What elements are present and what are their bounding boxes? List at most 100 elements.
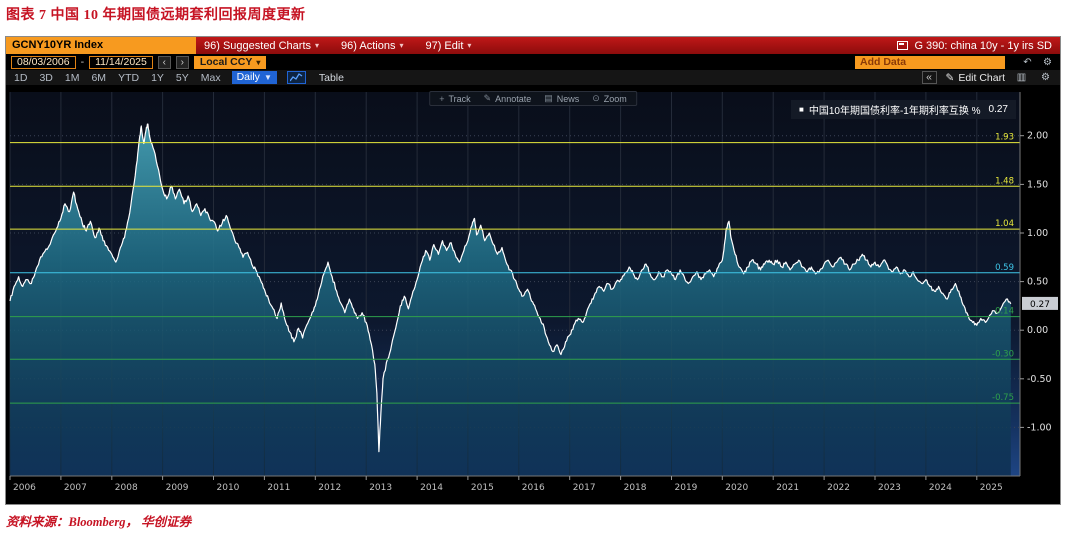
svg-text:0.27: 0.27: [1030, 300, 1050, 310]
pencil-icon: ✎: [483, 93, 492, 103]
svg-text:2011: 2011: [267, 483, 290, 493]
zoom-label: Zoom: [603, 93, 627, 104]
svg-text:2013: 2013: [369, 483, 392, 493]
source-note: 资料来源：Bloomberg， 华创证券: [6, 515, 192, 529]
frequency-label: Daily: [236, 71, 260, 83]
svg-text:2017: 2017: [573, 483, 596, 493]
range-tab-1m[interactable]: 1M: [64, 71, 80, 84]
menu-label: 96) Actions: [341, 39, 396, 52]
svg-text:1.48: 1.48: [995, 176, 1014, 186]
svg-text:1.04: 1.04: [995, 219, 1014, 229]
edit-chart-button[interactable]: ✎ Edit Chart: [946, 72, 1006, 84]
range-row: 1D 3D 1M 6M YTD 1Y 5Y Max Daily ▼ Table …: [6, 70, 1060, 86]
frequency-dropdown[interactable]: Daily ▼: [231, 71, 277, 84]
zoom-button[interactable]: ⊙ Zoom: [592, 93, 627, 104]
track-button[interactable]: + Track: [439, 94, 470, 104]
line-chart-icon[interactable]: [286, 71, 306, 84]
crosshair-icon: +: [439, 93, 445, 104]
range-tab-5y[interactable]: 5Y: [175, 71, 189, 84]
svg-text:2020: 2020: [725, 483, 748, 493]
chevron-down-icon: ▾: [256, 57, 261, 67]
range-tab-3d[interactable]: 3D: [39, 71, 53, 84]
currency-label: Local CCY: [199, 55, 253, 68]
svg-text:1.50: 1.50: [1027, 179, 1048, 190]
svg-text:0.14: 0.14: [995, 307, 1014, 317]
range-tab-6m[interactable]: 6M: [91, 71, 107, 84]
svg-text:-0.75: -0.75: [992, 393, 1014, 403]
svg-text:2021: 2021: [776, 483, 799, 493]
currency-dropdown[interactable]: Local CCY ▾: [193, 55, 267, 69]
svg-text:2016: 2016: [522, 483, 545, 493]
magnifier-icon: ⊙: [592, 93, 600, 103]
svg-text:-0.50: -0.50: [1027, 374, 1052, 385]
svg-text:-1.00: -1.00: [1027, 422, 1052, 433]
svg-text:2025: 2025: [980, 483, 1003, 493]
track-label: Track: [448, 93, 471, 104]
svg-text:1.93: 1.93: [995, 133, 1014, 143]
date-from-field[interactable]: 08/03/2006: [11, 55, 76, 69]
bar-chart-icon[interactable]: ▥: [1016, 72, 1027, 83]
svg-text:-0.30: -0.30: [992, 349, 1014, 359]
range-tab-1d[interactable]: 1D: [14, 71, 28, 84]
svg-text:2009: 2009: [166, 483, 189, 493]
settings-gear-icon[interactable]: ⚙: [1041, 72, 1050, 83]
ticker-box[interactable]: GCNY10YR Index: [6, 37, 196, 54]
chart-legend[interactable]: ■ 中国10年期国债利率-1年期利率互换 % 0.27: [791, 100, 1016, 119]
next-period-button[interactable]: ›: [175, 55, 189, 69]
news-button[interactable]: ▤ News: [544, 93, 579, 104]
svg-text:0.50: 0.50: [1027, 277, 1048, 288]
svg-text:2007: 2007: [64, 483, 87, 493]
range-tab-ytd[interactable]: YTD: [118, 71, 140, 84]
add-data-field[interactable]: Add Data: [855, 55, 1005, 69]
table-button[interactable]: Table: [318, 71, 344, 84]
menu-edit[interactable]: 97) Edit ▾: [425, 40, 471, 52]
chevron-down-icon: ▾: [399, 41, 404, 50]
series-last-value: 0.27: [988, 104, 1008, 115]
menu-bar: 96) Suggested Charts ▾ 96) Actions ▾ 97)…: [196, 37, 1060, 54]
chart-actions-group: « ✎ Edit Chart ▥ ⚙: [921, 71, 1054, 84]
menu-suggested-charts[interactable]: 96) Suggested Charts ▾: [204, 40, 319, 52]
menu-label: 96) Suggested Charts: [204, 39, 312, 52]
chart-toolbar: + Track ✎ Annotate ▤ News ⊙ Zoom: [429, 91, 637, 106]
svg-text:2015: 2015: [471, 483, 494, 493]
toolbar-row: 08/03/2006 - 11/14/2025 ‹ › Local CCY ▾ …: [6, 54, 1060, 70]
chart-area: 1.93 1.48 1.04 0.59 0.14 -0.30 -0.75 2.00 1.50 1.…: [6, 86, 1060, 504]
svg-text:1.00: 1.00: [1027, 228, 1048, 239]
svg-text:0.59: 0.59: [995, 263, 1014, 273]
annotate-label: Annotate: [495, 93, 532, 104]
figure-title: 图表 7 中国 10 年期国债远期套利回报周度更新: [6, 8, 306, 23]
svg-text:2024: 2024: [929, 483, 952, 493]
price-chart[interactable]: 1.93 1.48 1.04 0.59 0.14 -0.30 -0.75 2.00 1.50 1.…: [6, 86, 1060, 504]
range-tab-max[interactable]: Max: [200, 71, 221, 84]
window-title: G 390: china 10y - 1y irs SD: [897, 40, 1052, 52]
svg-text:2.00: 2.00: [1027, 131, 1048, 142]
annotate-button[interactable]: ✎ Annotate: [484, 93, 532, 104]
edit-chart-label: Edit Chart: [958, 71, 1005, 84]
svg-text:2023: 2023: [878, 483, 901, 493]
svg-text:2006: 2006: [13, 483, 36, 493]
svg-text:0.00: 0.00: [1027, 325, 1048, 336]
svg-text:2008: 2008: [115, 483, 138, 493]
header-row: GCNY10YR Index 96) Suggested Charts ▾ 96…: [6, 37, 1060, 54]
menu-actions[interactable]: 96) Actions ▾: [341, 40, 403, 52]
date-to-field[interactable]: 11/14/2025: [89, 55, 153, 69]
date-separator: -: [80, 56, 85, 68]
svg-text:2012: 2012: [318, 483, 341, 493]
svg-text:2018: 2018: [624, 483, 647, 493]
settings-gear-icon[interactable]: ⚙: [1043, 56, 1052, 68]
chevron-down-icon: ▾: [315, 41, 320, 50]
series-label: 中国10年期国债利率-1年期利率互换 %: [808, 106, 981, 117]
terminal-window: GCNY10YR Index 96) Suggested Charts ▾ 96…: [5, 36, 1061, 505]
news-label: News: [556, 93, 580, 104]
svg-text:2010: 2010: [217, 483, 240, 493]
svg-text:2019: 2019: [675, 483, 698, 493]
collapse-button[interactable]: «: [921, 71, 937, 84]
pencil-icon: ✎: [945, 71, 955, 84]
undo-icon[interactable]: ↶: [1023, 56, 1032, 68]
chevron-down-icon: ▼: [263, 73, 272, 82]
prev-period-button[interactable]: ‹: [157, 55, 171, 69]
svg-text:2022: 2022: [827, 483, 850, 493]
range-tab-1y[interactable]: 1Y: [151, 71, 164, 84]
svg-text:2014: 2014: [420, 483, 443, 493]
chevron-down-icon: ▾: [467, 41, 472, 50]
